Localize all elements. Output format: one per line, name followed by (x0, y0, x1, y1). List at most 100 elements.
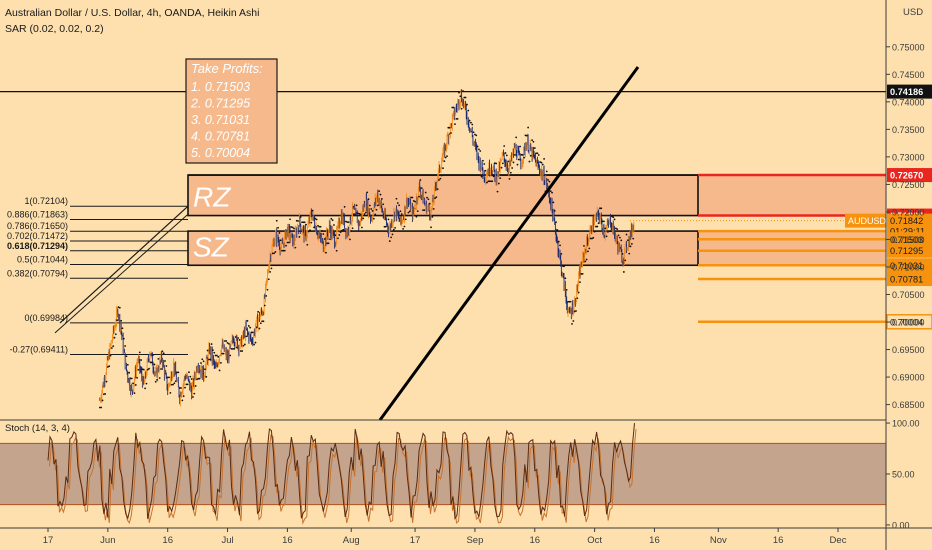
sar-dot (322, 233, 325, 235)
sar-dot (262, 320, 265, 323)
sar-dot (295, 219, 298, 222)
sar-dot (531, 139, 534, 142)
sar-dot (504, 152, 507, 154)
sar-dot (551, 191, 553, 194)
trendline[interactable] (378, 66, 640, 421)
x-tick-label: 17 (43, 535, 54, 546)
y-tick-label: 0.70000 (892, 318, 925, 328)
y-tick-label: 0.69000 (892, 373, 925, 383)
y-tick-label: 0.72500 (892, 180, 925, 190)
sar-dot (563, 265, 565, 268)
fib-trend-line (59, 205, 189, 324)
sar-dot (309, 229, 311, 232)
sar-dot (440, 174, 443, 177)
sar-dot (333, 224, 335, 226)
stoch-y-tick-label: 0.00 (892, 520, 910, 530)
sar-dot (463, 96, 466, 99)
sar-dot (241, 350, 244, 352)
sar-dot (161, 350, 164, 353)
sar-dot (243, 343, 246, 346)
sar-dot (415, 215, 418, 218)
sar-dot (221, 352, 224, 355)
sar-dot (125, 355, 128, 358)
sar-dot (113, 336, 116, 339)
sar-dot (383, 225, 386, 228)
sar-dot (511, 167, 514, 169)
level-price-label: 0.71295 (890, 246, 923, 256)
sar-dot (331, 219, 334, 222)
sar-dot (527, 126, 530, 129)
sar-dot (363, 213, 366, 215)
sar-dot (618, 236, 621, 239)
sar-dot (250, 331, 253, 334)
level-price-label: 0.74186 (890, 87, 923, 97)
sar-dot (435, 196, 438, 199)
x-tick-label: 17 (410, 535, 421, 546)
sar-dot (543, 158, 545, 160)
sar-dot (98, 406, 101, 409)
sar-dot (186, 383, 189, 386)
sar-dot (384, 225, 387, 228)
sar-dot (294, 246, 297, 249)
sar-dot (459, 95, 462, 98)
sar-dot (217, 355, 220, 358)
sar-dot (466, 103, 468, 106)
y-tick-label: 0.73500 (892, 125, 925, 135)
sar-dot (555, 221, 557, 224)
sar-dot (352, 213, 355, 215)
sar-dot (246, 320, 249, 322)
sar-dot (541, 163, 544, 166)
sar-dot (492, 175, 495, 178)
stoch-k-line (47, 423, 635, 521)
sar-dot (301, 221, 303, 224)
sar-dot (443, 160, 446, 163)
sar-dot (525, 134, 528, 137)
sar-dot (193, 392, 196, 395)
sar-dot (229, 354, 232, 357)
sar-dot (497, 182, 500, 185)
indicator-label: SAR (0.02, 0.02, 0.2) (5, 23, 104, 35)
sar-dot (214, 354, 217, 357)
sar-dot (613, 218, 616, 221)
sar-dot (283, 249, 286, 252)
sar-dot (274, 251, 277, 253)
level-price-label: 0.72670 (890, 171, 923, 181)
sar-dot (371, 210, 374, 212)
sar-dot (327, 242, 330, 245)
sar-dot (315, 218, 318, 221)
sar-dot (189, 375, 192, 378)
chart-title: Australian Dollar / U.S. Dollar, 4h, OAN… (5, 7, 259, 19)
sar-dot (630, 242, 633, 245)
level-price-label: 0.70004 (890, 317, 923, 327)
y-tick-label: 0.74000 (892, 97, 925, 107)
fib-level-label: 0(0.69984) (24, 313, 68, 323)
sar-dot (137, 368, 140, 371)
sar-dot (513, 153, 516, 156)
y-tick-label: 0.68500 (892, 400, 925, 410)
sar-dot (432, 208, 435, 210)
x-tick-label: Jun (100, 535, 115, 546)
sar-dot (185, 383, 188, 386)
sar-dot (366, 191, 369, 194)
sar-dot (281, 249, 283, 252)
fib-level-label: 0.382(0.70794) (7, 268, 68, 278)
sar-dot (326, 242, 329, 245)
sar-dot (345, 220, 347, 223)
sar-dot (577, 291, 580, 294)
sar-dot (536, 152, 539, 155)
sar-dot (354, 213, 357, 215)
sar-dot (114, 333, 117, 336)
sar-dot (575, 310, 577, 312)
sar-dot (410, 196, 412, 199)
sar-dot (100, 406, 103, 409)
sar-dot (247, 325, 250, 327)
sar-dot (239, 350, 242, 352)
y-tick-label: 0.75000 (892, 42, 925, 52)
sar-dot (303, 221, 306, 224)
sar-dot (249, 326, 252, 329)
sar-dot (120, 319, 123, 322)
sar-dot (533, 147, 536, 149)
sar-dot (235, 346, 238, 349)
sar-dot (601, 220, 604, 223)
